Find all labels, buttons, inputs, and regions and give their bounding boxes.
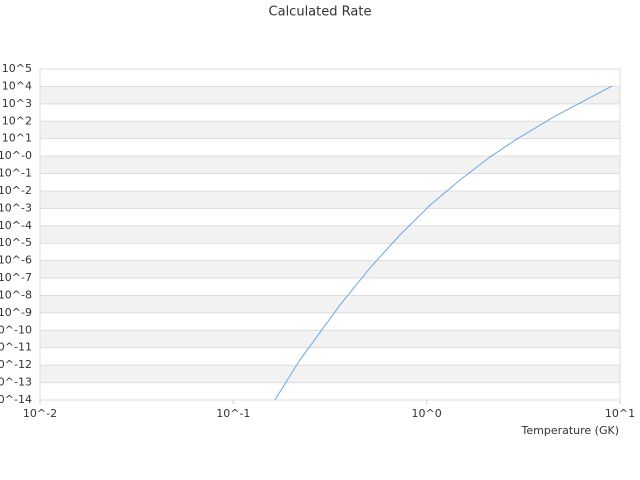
y-tick-label: 10^-0 xyxy=(0,149,32,162)
x-tick-label: 10^-2 xyxy=(23,407,57,420)
y-tick-label: 10^-14 xyxy=(0,393,32,406)
grid-band xyxy=(40,190,620,209)
y-tick-label: 10^-7 xyxy=(0,271,32,284)
y-tick-label: 10^-3 xyxy=(0,201,32,214)
y-tick-label: 10^3 xyxy=(2,97,32,110)
y-tick-label: 10^4 xyxy=(2,79,32,92)
grid-band xyxy=(40,156,620,174)
plot-frame xyxy=(39,68,621,401)
y-tick-label: 10^-12 xyxy=(0,358,32,371)
grid-band xyxy=(40,86,620,104)
y-tick-label: 10^-2 xyxy=(0,184,32,197)
chart-title: Calculated Rate xyxy=(269,5,372,20)
y-tick-label: 10^-13 xyxy=(0,376,32,389)
grid-band xyxy=(40,295,620,313)
y-tick-label: 10^-5 xyxy=(0,236,32,249)
grid-band xyxy=(40,225,620,244)
y-tick-label: 10^-9 xyxy=(0,306,32,319)
grid-band xyxy=(40,121,620,139)
x-axis-label: Temperature (GK) xyxy=(521,424,620,437)
y-tick-label: 10^1 xyxy=(2,132,32,145)
grid-band xyxy=(40,330,620,348)
y-tick-label: 10^-1 xyxy=(0,167,32,180)
data-line xyxy=(274,85,613,401)
y-tick-label: 10^-11 xyxy=(0,341,32,354)
x-tick-label: 10^-1 xyxy=(216,407,250,420)
y-tick-label: 10^5 xyxy=(2,62,32,75)
y-tick-label: 10^-4 xyxy=(0,219,32,232)
grid-band xyxy=(40,365,620,383)
x-tick-label: 10^1 xyxy=(605,407,635,420)
grid-band xyxy=(40,260,620,279)
x-tick-label: 10^0 xyxy=(412,407,442,420)
y-tick-label: 10^2 xyxy=(2,114,32,127)
y-tick-label: 10^-10 xyxy=(0,323,32,336)
y-tick-label: 10^-8 xyxy=(0,288,32,301)
y-tick-label: 10^-6 xyxy=(0,254,32,267)
